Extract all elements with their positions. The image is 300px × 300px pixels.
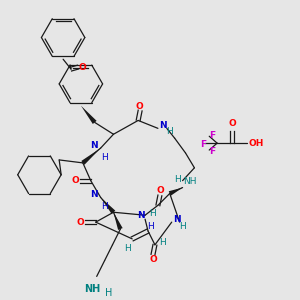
Text: H: H: [160, 238, 166, 247]
Text: O: O: [135, 102, 143, 111]
Text: N: N: [90, 141, 98, 150]
Text: F: F: [209, 146, 215, 155]
Polygon shape: [113, 212, 123, 230]
Text: F: F: [200, 140, 206, 148]
Text: N: N: [90, 190, 98, 199]
Text: H: H: [174, 175, 181, 184]
Text: N: N: [137, 211, 145, 220]
Text: F: F: [209, 131, 215, 140]
Text: NH: NH: [184, 177, 197, 186]
Polygon shape: [81, 106, 97, 124]
Text: O: O: [71, 176, 79, 185]
Text: O: O: [157, 187, 165, 196]
Text: O: O: [79, 63, 87, 72]
Text: N: N: [173, 215, 180, 224]
Text: NH: NH: [84, 284, 100, 294]
Text: H: H: [101, 202, 108, 211]
Text: N: N: [159, 121, 166, 130]
Text: H: H: [148, 222, 154, 231]
Text: H: H: [149, 209, 156, 218]
Text: O: O: [228, 119, 236, 128]
Text: H: H: [101, 153, 108, 162]
Text: O: O: [76, 218, 84, 226]
Polygon shape: [100, 197, 115, 214]
Text: H: H: [180, 222, 186, 231]
Text: O: O: [149, 255, 157, 264]
Text: H: H: [166, 127, 172, 136]
Text: OH: OH: [249, 139, 264, 148]
Text: H: H: [124, 244, 131, 253]
Polygon shape: [81, 148, 101, 165]
Text: H: H: [105, 288, 112, 298]
Polygon shape: [169, 188, 183, 196]
